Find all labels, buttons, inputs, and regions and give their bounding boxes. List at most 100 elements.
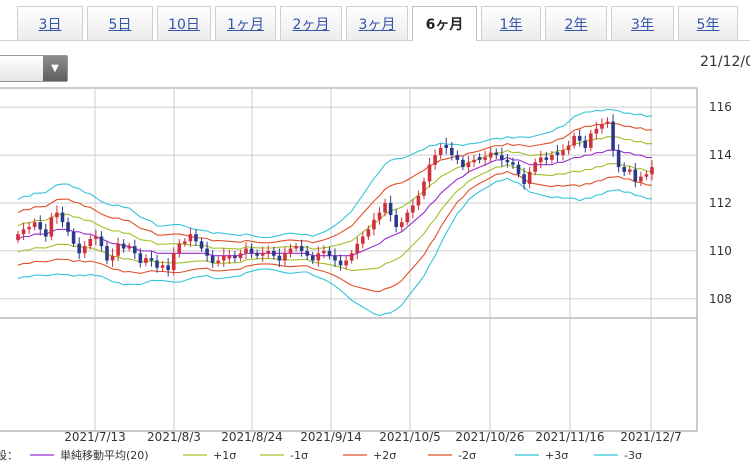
legend-label: -2σ — [458, 449, 476, 462]
plus3-sigma-line — [17, 108, 653, 239]
tab-4[interactable]: 1ヶ月 — [215, 6, 276, 40]
triangle-down-icon[interactable]: ▼ — [43, 56, 67, 81]
candle-body — [221, 255, 226, 261]
y-tick-label: 114 — [709, 148, 732, 162]
tab-1[interactable]: 3日 — [17, 6, 83, 40]
candle-body — [361, 236, 365, 244]
tab-9[interactable]: 2年 — [545, 6, 607, 40]
candle-body — [405, 212, 410, 223]
date-label: 21/12/0 — [700, 54, 750, 70]
tab-11[interactable]: 5年 — [678, 6, 738, 40]
candle-body — [605, 121, 610, 124]
candle-body — [522, 174, 526, 184]
candle-body — [188, 234, 193, 242]
candle-body — [227, 255, 232, 259]
candle-body — [533, 162, 538, 172]
candle-body — [266, 250, 271, 254]
x-tick-label: 2021/11/16 — [535, 430, 604, 444]
candle-body — [44, 229, 48, 237]
candle-body — [60, 212, 65, 223]
candle-body — [110, 255, 115, 261]
candle-body — [316, 253, 321, 261]
candle-body — [310, 255, 315, 261]
candle-body — [338, 260, 343, 266]
candle-body — [583, 140, 588, 148]
y-tick-label: 112 — [709, 196, 732, 210]
candle-body — [260, 253, 265, 256]
candle-body — [577, 135, 582, 141]
candle-body — [27, 226, 31, 230]
candle-body — [399, 222, 404, 227]
candle-body — [544, 157, 549, 160]
indicator-select[interactable]: ▼ — [0, 55, 68, 82]
candle-body — [494, 152, 499, 156]
legend-label: -1σ — [290, 449, 308, 462]
candle-body — [572, 135, 576, 146]
candle-body — [500, 155, 504, 160]
tab-6[interactable]: 3ヶ月 — [346, 6, 408, 40]
x-tick-label: 2021/10/5 — [379, 430, 441, 444]
candle-body — [205, 248, 209, 256]
candle-body — [127, 246, 132, 249]
candle-body — [650, 167, 654, 175]
tab-3[interactable]: 10日 — [157, 6, 211, 40]
candle-body — [82, 246, 87, 254]
candle-body — [555, 152, 560, 156]
candle-body — [210, 255, 215, 263]
candle-body — [461, 159, 465, 168]
candle-body — [238, 253, 243, 259]
x-tick-label: 2021/9/14 — [300, 430, 362, 444]
lower-panel-frame — [0, 317, 698, 432]
minus3-sigma-line — [17, 177, 653, 317]
candle-body — [616, 150, 621, 168]
candle-body — [483, 157, 487, 160]
candle-body — [411, 205, 415, 213]
candle-body — [255, 253, 259, 256]
candle-body — [527, 171, 532, 184]
x-tick-label: 2021/12/7 — [620, 430, 682, 444]
candle-body — [349, 253, 354, 261]
candle-body — [344, 260, 348, 266]
candle-body — [594, 128, 599, 134]
candle-body — [233, 255, 237, 259]
candle-body — [455, 155, 460, 160]
legend-label: +2σ — [373, 449, 396, 462]
candle-body — [444, 145, 449, 148]
candle-body — [299, 246, 304, 251]
legend-prefix: 設： — [0, 448, 18, 462]
candle-body — [372, 219, 376, 230]
tab-5[interactable]: 2ヶ月 — [280, 6, 342, 40]
candle-body — [132, 246, 137, 254]
candle-body — [171, 253, 176, 271]
tab-8[interactable]: 1年 — [481, 6, 541, 40]
candle-body — [283, 253, 287, 261]
candle-body — [566, 145, 571, 151]
candle-body — [488, 152, 493, 158]
candle-body — [333, 255, 337, 261]
tab-7[interactable]: 6ヶ月 — [412, 6, 477, 41]
candle-body — [550, 155, 554, 160]
candle-body — [77, 243, 81, 254]
candle-body — [32, 222, 37, 227]
candle-body — [66, 222, 70, 232]
candle-body — [466, 162, 471, 168]
legend-label: 単純移動平均(20) — [60, 448, 149, 462]
candle-body — [449, 147, 454, 156]
x-tick-label: 2021/8/24 — [221, 430, 283, 444]
candle-body — [366, 229, 371, 237]
tab-2[interactable]: 5日 — [87, 6, 153, 40]
candle-body — [322, 250, 326, 254]
candle-body — [244, 248, 248, 254]
candle-body — [194, 234, 198, 242]
candle-body — [305, 250, 309, 256]
tab-10[interactable]: 3年 — [611, 6, 674, 40]
period-tabs: 3日 5日 10日 1ヶ月 2ヶ月 3ヶ月 6ヶ月 1年 2年 3年 5年 — [0, 0, 750, 41]
x-tick-label: 2021/7/13 — [64, 430, 126, 444]
candle-body — [644, 174, 649, 177]
candle-body — [477, 157, 482, 160]
candle-body — [633, 169, 638, 182]
x-tick-label: 2021/10/26 — [455, 430, 524, 444]
candle-body — [511, 162, 515, 165]
candle-body — [177, 243, 182, 254]
